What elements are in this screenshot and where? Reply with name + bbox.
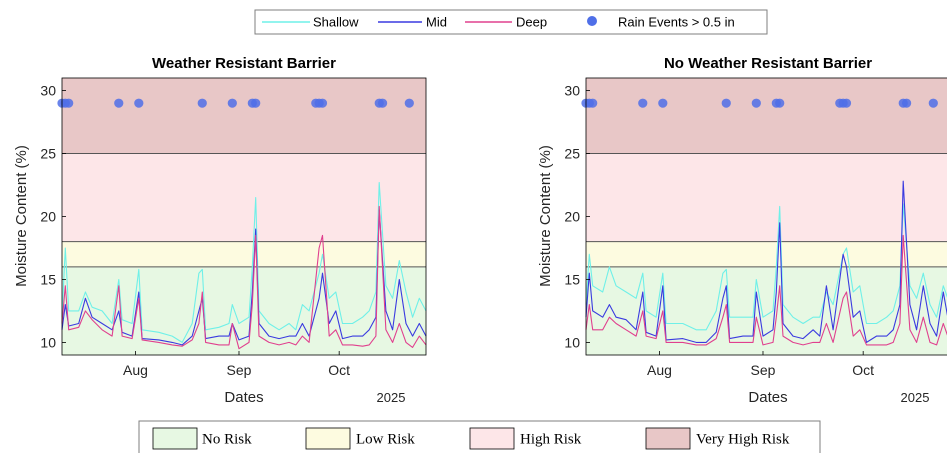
chart-left-rain-marker [197, 98, 207, 108]
chart-left-rain-marker [114, 98, 124, 108]
chart-left-band-3 [62, 78, 426, 154]
chart-right-ytick-label: 20 [564, 209, 580, 225]
risk-label-no-risk: No Risk [202, 432, 252, 448]
legend-label-mid: Mid [426, 15, 447, 30]
chart-left-ylabel: Moisture Content (%) [13, 145, 30, 287]
chart-left-rain-marker [251, 98, 261, 108]
risk-swatch-low-risk [305, 427, 351, 450]
legend-marker-rain [587, 16, 597, 26]
chart-left-rain-marker [377, 98, 388, 108]
chart-right-ytick-label: 10 [564, 334, 580, 350]
risk-label-very-high-risk: Very High Risk [696, 432, 790, 448]
chart-left-ytick-label: 25 [40, 146, 56, 162]
chart-left-title: Weather Resistant Barrier [152, 55, 336, 72]
risk-label-high-risk: High Risk [520, 432, 582, 448]
chart-right-rain-marker [721, 98, 731, 108]
chart-left-ytick-label: 15 [40, 271, 56, 287]
chart-left-band-1 [62, 241, 426, 267]
chart-right-xtick-label: Sep [751, 362, 776, 378]
chart-right-rain-marker [928, 98, 938, 108]
chart-right-ytick-label: 15 [564, 271, 580, 287]
chart-right-band-2 [586, 153, 947, 242]
chart-right-series-mid [585, 180, 947, 343]
risk-swatch-high-risk [469, 427, 515, 450]
chart-right-lines [585, 180, 947, 346]
chart-left-series-mid [61, 209, 427, 346]
chart-right-rain-marker [588, 98, 598, 108]
chart-right-xlabel: Dates [748, 389, 787, 406]
chart-left-ytick-label: 20 [40, 209, 56, 225]
chart-right-band-1 [586, 241, 947, 267]
chart-right-title: No Weather Resistant Barrier [664, 55, 872, 72]
chart-left-band-2 [62, 153, 426, 242]
chart-left-rain-marker [227, 98, 237, 108]
chart-left-rain-marker [134, 98, 144, 108]
chart-left-year-label: 2025 [377, 390, 406, 405]
chart-right-rain-marker [775, 98, 785, 108]
risk-legend: No Risk Low Risk High Risk Very High Ris… [138, 420, 821, 453]
chart-right-series-deep [585, 234, 947, 346]
chart-left-band-0 [62, 266, 426, 355]
chart-left-rain-marker [317, 98, 328, 108]
chart-left-rain-marker [64, 98, 74, 108]
chart-right-rain-marker [638, 98, 648, 108]
chart-left-rain-markers [57, 98, 414, 108]
legend-label-deep: Deep [516, 15, 547, 30]
chart-right-xtick-label: Aug [647, 362, 672, 378]
chart-left-ytick-label: 10 [40, 334, 56, 350]
chart-left-ticks: 10 15 20 25 30 Aug Sep Oct [40, 83, 350, 378]
chart-right-ytick-label: 30 [564, 83, 580, 99]
risk-label-low-risk: Low Risk [356, 432, 415, 448]
chart-left-xtick-label: Aug [123, 362, 148, 378]
chart-right-bands [586, 78, 947, 355]
chart-left-xlabel: Dates [224, 389, 263, 406]
chart-left-bands [62, 78, 426, 355]
chart-right-year-label: 2025 [901, 390, 930, 405]
risk-swatch-very-high-risk [645, 427, 691, 450]
chart-left-xtick-label: Oct [328, 362, 350, 378]
legend-label-rain: Rain Events > 0.5 in [618, 15, 735, 30]
chart-right-series-shallow [585, 203, 947, 331]
chart-right-rain-marker [841, 98, 852, 108]
chart-left-series-deep [61, 205, 427, 350]
chart-right-rain-marker [901, 98, 912, 108]
chart-right-band-3 [586, 78, 947, 154]
chart-left-xtick-label: Sep [227, 362, 252, 378]
chart-right-ytick-label: 25 [564, 146, 580, 162]
chart-left-lines [61, 181, 427, 350]
legend-label-shallow: Shallow [313, 15, 359, 30]
chart-right-rain-marker [658, 98, 668, 108]
top-legend: Shallow Mid Deep Rain Events > 0.5 in [254, 9, 768, 35]
chart-right-ylabel: Moisture Content (%) [537, 145, 554, 287]
risk-swatch-no-risk [152, 427, 198, 450]
chart-right-xtick-label: Oct [852, 362, 874, 378]
chart-right-rain-markers [581, 98, 938, 108]
chart-left-rain-marker [404, 98, 414, 108]
chart-right-ticks: 10 15 20 25 30 Aug Sep Oct [564, 83, 874, 378]
chart-left-ytick-label: 30 [40, 83, 56, 99]
chart-left-series-shallow [61, 181, 427, 343]
chart-right-rain-marker [751, 98, 761, 108]
